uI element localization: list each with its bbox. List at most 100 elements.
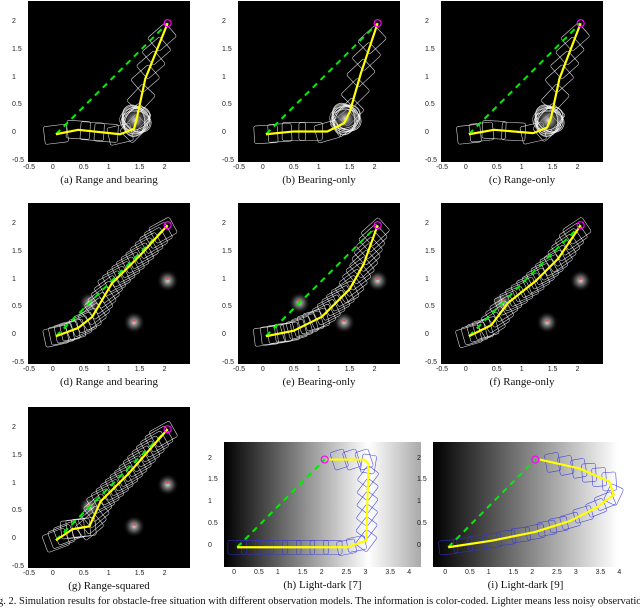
belief-ellipse xyxy=(355,529,377,552)
x-tick-label: 1 xyxy=(316,366,321,373)
y-tick-label: 2 xyxy=(222,18,226,26)
belief-ellipse xyxy=(91,483,120,510)
x-tick-label: 4 xyxy=(617,569,622,576)
belief-ellipse xyxy=(536,519,558,537)
plot-e: *** xyxy=(238,203,400,364)
y-tick-label: -0.5 xyxy=(12,563,25,570)
belief-ellipse xyxy=(354,448,374,471)
belief-ellipse xyxy=(351,243,381,272)
belief-ellipse xyxy=(548,516,569,534)
trajectory-line xyxy=(448,458,615,549)
trajectory-line xyxy=(237,458,370,549)
trajectory-line xyxy=(468,22,582,136)
plot-background xyxy=(433,442,618,567)
x-tick-label: 1.5 xyxy=(344,164,355,171)
x-tick-label: 2.5 xyxy=(341,569,352,576)
y-tick-label: 1.5 xyxy=(12,451,22,459)
x-tick-label: 1 xyxy=(316,164,321,171)
x-tick-label: 0 xyxy=(50,570,55,577)
belief-ellipse xyxy=(134,232,164,259)
goal-marker xyxy=(320,455,329,464)
y-tick-label: 2 xyxy=(425,220,429,228)
x-tick-label: -0.5 xyxy=(233,164,246,171)
trajectory-line xyxy=(55,22,169,136)
goal-marker xyxy=(531,455,540,464)
landmark-marker: * xyxy=(132,521,137,531)
belief-ellipse xyxy=(125,242,154,269)
x-tick-label: 2.5 xyxy=(552,569,562,576)
y-tick-label: 0 xyxy=(12,331,16,339)
x-tick-label: 1 xyxy=(106,164,111,171)
y-tick-label: 0 xyxy=(12,535,16,543)
panel-c xyxy=(441,1,603,162)
subfigure-caption: (f) Range-only xyxy=(489,376,555,388)
belief-ellipse xyxy=(466,319,494,343)
belief-ellipse xyxy=(455,324,483,348)
y-tick-label: 0 xyxy=(425,331,429,339)
belief-ellipse xyxy=(354,237,383,266)
x-tick-label: 1 xyxy=(519,164,524,171)
nominal-path xyxy=(468,224,582,337)
y-tick-label: -0.5 xyxy=(425,359,438,366)
x-tick-label: 3.5 xyxy=(385,569,396,576)
belief-ellipse xyxy=(342,448,361,471)
belief-ellipse xyxy=(358,224,388,253)
x-tick-label: 0 xyxy=(463,164,468,171)
subfigure-caption: (c) Range-only xyxy=(488,174,556,186)
belief-ellipse xyxy=(136,435,165,463)
x-tick-label: 2 xyxy=(162,570,167,577)
y-tick-label: 0 xyxy=(208,542,212,550)
y-tick-label: 2 xyxy=(12,18,16,26)
x-tick-label: 2 xyxy=(530,569,535,576)
y-tick-label: 0 xyxy=(12,129,16,137)
x-tick-label: 0 xyxy=(260,164,265,171)
x-tick-label: 0.5 xyxy=(78,164,89,171)
x-tick-label: -0.5 xyxy=(436,164,449,171)
subfigure-caption: (g) Range-squared xyxy=(68,580,150,592)
nominal-path xyxy=(55,22,169,135)
x-tick-label: 3.5 xyxy=(595,569,606,576)
belief-ellipse xyxy=(356,504,378,527)
landmark-marker: * xyxy=(578,276,583,286)
plot-background xyxy=(441,1,603,162)
subfigure-caption: (b) Bearing-only xyxy=(282,174,356,186)
belief-ellipse xyxy=(544,452,562,473)
belief-ellipse xyxy=(346,535,367,553)
trajectory-line xyxy=(55,224,169,338)
subfigure-caption: (d) Range and bearing xyxy=(59,376,159,388)
trajectory-line xyxy=(265,224,379,338)
y-tick-label: 1.5 xyxy=(417,476,427,484)
plot-g: *** xyxy=(28,407,190,568)
subfigure-caption: (h) Light-dark [7] xyxy=(283,579,362,591)
x-tick-label: 1.5 xyxy=(134,366,145,373)
belief-ellipse xyxy=(316,294,346,321)
nominal-path xyxy=(236,458,326,548)
y-tick-label: 0.5 xyxy=(12,101,22,109)
belief-ellipse xyxy=(330,448,349,471)
panel-a xyxy=(28,1,190,162)
y-tick-label: -0.5 xyxy=(222,359,235,366)
belief-ellipse xyxy=(356,516,378,539)
x-tick-label: 1.5 xyxy=(547,164,558,171)
x-tick-label: 1.5 xyxy=(134,570,145,577)
belief-ellipse xyxy=(321,290,350,316)
x-tick-label: 0 xyxy=(463,366,468,373)
belief-ellipse xyxy=(535,254,564,281)
belief-ellipse xyxy=(570,458,588,479)
landmark-glow xyxy=(332,311,356,334)
landmark-marker: * xyxy=(545,317,550,327)
belief-ellipse xyxy=(116,252,145,278)
landmark-glow xyxy=(122,515,146,538)
belief-ellipse xyxy=(591,467,607,487)
x-tick-label: 2 xyxy=(162,164,167,171)
nominal-path xyxy=(468,22,582,135)
belief-ellipse xyxy=(127,445,156,472)
trajectory-line xyxy=(468,224,582,338)
nominal-path xyxy=(265,224,379,337)
y-tick-label: 1 xyxy=(417,498,421,506)
belief-ellipse xyxy=(149,421,178,448)
panel-h xyxy=(224,442,421,567)
y-tick-label: 1.5 xyxy=(222,247,232,255)
belief-ellipse xyxy=(460,321,489,346)
plot-i xyxy=(433,442,624,567)
